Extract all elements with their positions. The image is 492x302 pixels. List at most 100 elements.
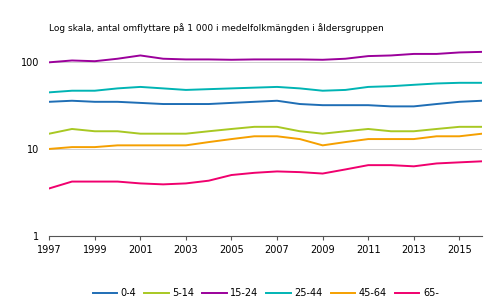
5-14 <box>115 130 121 133</box>
15-24 <box>69 59 75 62</box>
0-4 <box>433 102 439 106</box>
45-64 <box>342 140 348 144</box>
45-64 <box>115 143 121 147</box>
Legend: 0-4, 5-14, 15-24, 25-44, 45-64, 65-: 0-4, 5-14, 15-24, 25-44, 45-64, 65- <box>89 284 443 302</box>
5-14 <box>342 130 348 133</box>
25-44 <box>137 85 143 89</box>
65- <box>274 170 280 173</box>
25-44 <box>160 87 166 90</box>
5-14 <box>365 127 371 131</box>
15-24 <box>46 60 52 64</box>
0-4 <box>160 102 166 106</box>
65- <box>137 182 143 185</box>
45-64 <box>183 143 189 147</box>
15-24 <box>274 58 280 61</box>
65- <box>388 163 394 167</box>
45-64 <box>365 137 371 141</box>
65- <box>479 159 485 163</box>
5-14 <box>229 127 235 131</box>
45-64 <box>479 132 485 136</box>
5-14 <box>69 127 75 131</box>
0-4 <box>297 102 303 106</box>
25-44 <box>92 89 98 92</box>
45-64 <box>229 137 235 141</box>
65- <box>433 162 439 165</box>
65- <box>69 180 75 183</box>
25-44 <box>365 85 371 89</box>
15-24 <box>92 59 98 63</box>
25-44 <box>251 86 257 89</box>
45-64 <box>433 134 439 138</box>
0-4 <box>479 99 485 103</box>
0-4 <box>411 104 417 108</box>
45-64 <box>69 145 75 149</box>
15-24 <box>320 58 326 62</box>
45-64 <box>457 134 462 138</box>
45-64 <box>411 137 417 141</box>
45-64 <box>160 143 166 147</box>
5-14 <box>274 125 280 129</box>
5-14 <box>297 130 303 133</box>
0-4 <box>92 100 98 104</box>
25-44 <box>229 87 235 90</box>
45-64 <box>46 147 52 151</box>
15-24 <box>160 57 166 60</box>
25-44 <box>274 85 280 89</box>
0-4 <box>457 100 462 104</box>
15-24 <box>115 57 121 60</box>
0-4 <box>388 104 394 108</box>
5-14 <box>46 132 52 136</box>
5-14 <box>137 132 143 136</box>
5-14 <box>320 132 326 136</box>
45-64 <box>274 134 280 138</box>
0-4 <box>206 102 212 106</box>
0-4 <box>251 100 257 104</box>
65- <box>342 168 348 171</box>
15-24 <box>251 58 257 61</box>
25-44 <box>115 87 121 90</box>
65- <box>92 180 98 183</box>
45-64 <box>251 134 257 138</box>
Line: 0-4: 0-4 <box>49 101 482 106</box>
65- <box>183 182 189 185</box>
25-44 <box>433 82 439 85</box>
65- <box>46 187 52 190</box>
0-4 <box>183 102 189 106</box>
5-14 <box>388 130 394 133</box>
15-24 <box>229 58 235 62</box>
15-24 <box>365 54 371 58</box>
25-44 <box>69 89 75 92</box>
0-4 <box>320 103 326 107</box>
5-14 <box>457 125 462 129</box>
5-14 <box>411 130 417 133</box>
Text: Log skala, antal omflyttare på 1 000 i medelfolkmängden i åldersgruppen: Log skala, antal omflyttare på 1 000 i m… <box>49 23 384 33</box>
65- <box>251 171 257 175</box>
5-14 <box>479 125 485 129</box>
15-24 <box>297 58 303 61</box>
45-64 <box>92 145 98 149</box>
25-44 <box>342 88 348 92</box>
Line: 5-14: 5-14 <box>49 127 482 134</box>
0-4 <box>365 103 371 107</box>
5-14 <box>206 130 212 133</box>
65- <box>297 170 303 174</box>
15-24 <box>388 54 394 57</box>
25-44 <box>297 87 303 90</box>
5-14 <box>183 132 189 136</box>
25-44 <box>388 84 394 88</box>
15-24 <box>137 54 143 57</box>
15-24 <box>342 57 348 60</box>
0-4 <box>229 101 235 105</box>
0-4 <box>69 99 75 103</box>
65- <box>229 173 235 177</box>
65- <box>365 163 371 167</box>
Line: 65-: 65- <box>49 161 482 188</box>
45-64 <box>388 137 394 141</box>
65- <box>206 179 212 182</box>
Line: 25-44: 25-44 <box>49 83 482 92</box>
25-44 <box>479 81 485 85</box>
15-24 <box>411 52 417 56</box>
25-44 <box>320 89 326 92</box>
0-4 <box>342 103 348 107</box>
45-64 <box>206 140 212 144</box>
